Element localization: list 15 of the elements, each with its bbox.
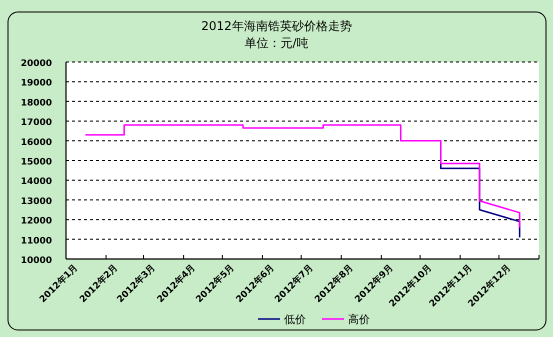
y-tick-label: 11000 bbox=[20, 236, 52, 246]
y-tick-label: 20000 bbox=[20, 59, 52, 69]
chart-title: 2012年海南锆英砂价格走势 bbox=[201, 19, 352, 33]
y-tick-label: 12000 bbox=[20, 216, 52, 227]
y-tick-label: 18000 bbox=[20, 98, 52, 108]
legend-label: 低价 bbox=[284, 313, 306, 326]
y-tick-label: 14000 bbox=[20, 177, 52, 188]
y-tick-label: 17000 bbox=[20, 118, 52, 128]
y-tick-label: 19000 bbox=[20, 78, 52, 89]
y-tick-label: 13000 bbox=[20, 196, 52, 207]
y-tick-label: 16000 bbox=[20, 138, 52, 148]
y-tick-label: 10000 bbox=[20, 256, 52, 266]
y-tick-label: 15000 bbox=[20, 158, 52, 168]
legend-label: 高价 bbox=[348, 313, 370, 326]
chart-subtitle: 单位：元/吨 bbox=[244, 36, 309, 50]
